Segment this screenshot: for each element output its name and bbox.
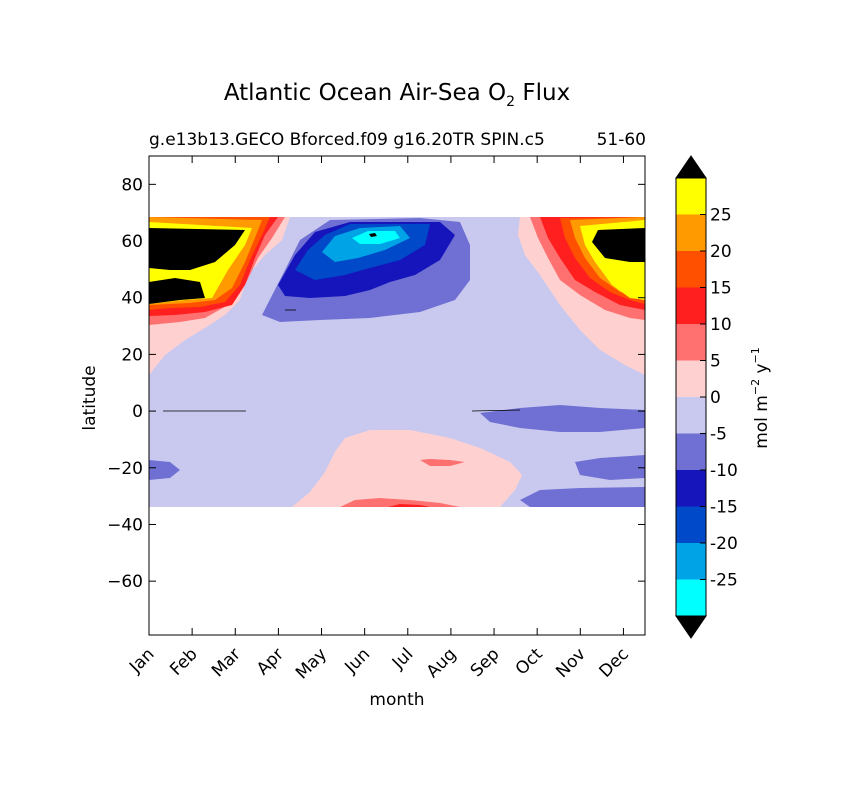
x-tick-label: Apr [253, 644, 288, 679]
colorbar-segment [676, 214, 706, 251]
y-tick-label: 0 [132, 402, 143, 422]
y-tick-label: 20 [121, 345, 143, 365]
y-axis-label: latitude [80, 365, 100, 430]
x-tick-label: Mar [208, 644, 245, 681]
contour-level-neg10-neg5 [149, 460, 180, 480]
colorbar-segment [676, 506, 706, 543]
plot-frame [148, 155, 646, 636]
contour-field [149, 217, 645, 507]
colorbar-over-arrow [675, 155, 707, 179]
y-tick-label: 40 [121, 289, 143, 309]
x-tick-label: May [292, 644, 331, 683]
colorbar-segment [676, 287, 706, 324]
x-tick-label: Oct [512, 644, 547, 679]
colorbar-tick-label: 20 [710, 242, 732, 262]
x-tick-label: Feb [166, 644, 201, 679]
colorbar-segment [676, 397, 706, 434]
colorbar-tick-label: 0 [710, 388, 721, 408]
y-tick-label: −20 [107, 459, 143, 479]
x-tick-label: Sep [467, 644, 504, 681]
contour-level-10-15 [388, 504, 430, 507]
contour-level-under-neg30 [352, 231, 400, 244]
colorbar-segment [676, 470, 706, 507]
colorbar-segment [676, 543, 706, 580]
chart-subtitle: g.e13b13.GECO Bforced.f09 g16.20TR SPIN.… [149, 130, 545, 150]
contour-level-over-30 [149, 278, 205, 304]
x-tick-label: Dec [596, 644, 633, 681]
colorbar-tick-label: -10 [710, 461, 738, 481]
x-tick-label: Jun [341, 644, 375, 678]
y-tick-label: 60 [121, 232, 143, 252]
colorbar-segment [676, 433, 706, 470]
colorbar-segment [676, 579, 706, 616]
y-tick-label: −60 [107, 572, 143, 592]
contour-level-neg10-neg5 [520, 487, 645, 507]
x-tick-label: Nov [552, 644, 590, 682]
colorbar-tick-label: 5 [710, 352, 721, 372]
x-tick-label: Aug [423, 644, 461, 682]
y-tick-label: 80 [121, 175, 143, 195]
colorbar-tick-label: -15 [710, 498, 738, 518]
colorbar-segment [676, 360, 706, 397]
colorbar-under-arrow [675, 615, 707, 639]
y-axis: 80 60 40 20 0 −20 −40 −60 [107, 175, 645, 592]
contour-level-0-5 [292, 430, 522, 507]
contour-level-5-10 [420, 459, 465, 466]
colorbar-tick-label: 15 [710, 279, 732, 299]
y-tick-label: −40 [107, 515, 143, 535]
x-axis-label: month [369, 690, 424, 710]
contour-level-over-30 [592, 228, 645, 262]
contour-level-neg10-neg5 [575, 455, 645, 480]
contour-level-under-neg30 [369, 233, 377, 237]
colorbar-label: mol m−2 y−1 [749, 347, 772, 449]
contour-level-5-10 [340, 498, 460, 507]
colorbar-tick-label: 10 [710, 315, 732, 335]
colorbar-segment [676, 324, 706, 361]
chart-title: Atlantic Ocean Air-Sea O2 Flux [224, 80, 570, 110]
colorbar-segment [676, 251, 706, 288]
colorbar-tick-label: -20 [710, 534, 738, 554]
contour-level-over-30 [149, 228, 245, 270]
contour-level-neg10-neg5 [480, 405, 645, 432]
x-tick-label: Jul [388, 644, 417, 673]
x-tick-label: Jan [125, 644, 158, 677]
colorbar-segment [676, 178, 706, 215]
colorbar-tick-label: -25 [710, 571, 738, 591]
zero-contour-line [471, 409, 521, 412]
colorbar-tick-label: -5 [710, 425, 727, 445]
colorbar: -25 -20 -15 -10 -5 0 5 10 15 20 25 [675, 155, 738, 639]
colorbar-tick-label: 25 [710, 206, 732, 226]
chart-subtitle-range: 51-60 [597, 130, 646, 150]
